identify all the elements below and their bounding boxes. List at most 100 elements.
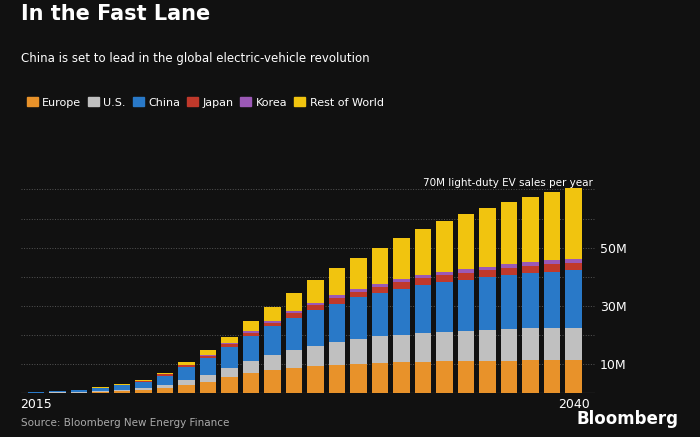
- Bar: [522, 273, 538, 328]
- Bar: [522, 266, 538, 273]
- Bar: [329, 342, 345, 365]
- Bar: [243, 333, 259, 336]
- Bar: [28, 392, 44, 393]
- Legend: Europe, U.S., China, Japan, Korea, Rest of World: Europe, U.S., China, Japan, Korea, Rest …: [27, 97, 384, 108]
- Bar: [480, 277, 496, 330]
- Bar: [265, 321, 281, 323]
- Bar: [501, 202, 517, 264]
- Bar: [393, 279, 410, 282]
- Bar: [566, 259, 582, 263]
- Bar: [544, 264, 560, 271]
- Bar: [50, 392, 66, 393]
- Bar: [265, 307, 281, 321]
- Bar: [329, 268, 345, 295]
- Bar: [329, 295, 345, 298]
- Bar: [351, 289, 367, 291]
- Bar: [544, 192, 560, 260]
- Bar: [544, 260, 560, 264]
- Bar: [351, 339, 367, 364]
- Bar: [372, 287, 388, 293]
- Bar: [544, 271, 560, 328]
- Bar: [393, 238, 410, 279]
- Bar: [393, 289, 410, 335]
- Bar: [307, 280, 323, 302]
- Bar: [458, 361, 474, 393]
- Bar: [329, 365, 345, 393]
- Bar: [221, 343, 237, 344]
- Bar: [157, 373, 173, 374]
- Bar: [286, 350, 302, 368]
- Bar: [458, 280, 474, 331]
- Bar: [351, 291, 367, 298]
- Bar: [243, 336, 259, 361]
- Bar: [221, 344, 237, 347]
- Bar: [178, 362, 195, 365]
- Bar: [480, 361, 496, 393]
- Bar: [114, 390, 130, 391]
- Bar: [200, 382, 216, 393]
- Bar: [265, 370, 281, 393]
- Bar: [243, 321, 259, 331]
- Bar: [544, 328, 560, 361]
- Bar: [415, 275, 431, 278]
- Text: In the Fast Lane: In the Fast Lane: [21, 4, 210, 24]
- Bar: [136, 380, 152, 381]
- Bar: [221, 336, 237, 343]
- Bar: [415, 278, 431, 285]
- Bar: [92, 391, 108, 392]
- Bar: [178, 380, 195, 385]
- Bar: [265, 326, 281, 355]
- Bar: [307, 305, 323, 310]
- Bar: [136, 381, 152, 382]
- Bar: [92, 388, 108, 391]
- Bar: [393, 362, 410, 393]
- Bar: [544, 361, 560, 393]
- Bar: [480, 330, 496, 361]
- Bar: [265, 355, 281, 370]
- Bar: [566, 328, 582, 361]
- Bar: [437, 275, 453, 282]
- Bar: [200, 354, 216, 356]
- Bar: [307, 366, 323, 393]
- Bar: [114, 385, 130, 390]
- Bar: [522, 328, 538, 361]
- Bar: [501, 264, 517, 268]
- Bar: [351, 364, 367, 393]
- Bar: [415, 361, 431, 393]
- Bar: [221, 377, 237, 393]
- Bar: [480, 270, 496, 277]
- Bar: [200, 358, 216, 375]
- Bar: [243, 361, 259, 373]
- Text: 70M light-duty EV sales per year: 70M light-duty EV sales per year: [423, 178, 593, 188]
- Bar: [351, 258, 367, 289]
- Bar: [71, 390, 87, 392]
- Bar: [136, 388, 152, 390]
- Bar: [286, 318, 302, 350]
- Bar: [437, 272, 453, 275]
- Bar: [501, 361, 517, 393]
- Bar: [393, 335, 410, 362]
- Bar: [415, 229, 431, 275]
- Bar: [351, 298, 367, 339]
- Bar: [458, 269, 474, 273]
- Bar: [372, 363, 388, 393]
- Bar: [136, 382, 152, 388]
- Bar: [178, 365, 195, 367]
- Bar: [243, 373, 259, 393]
- Bar: [329, 298, 345, 304]
- Bar: [522, 197, 538, 262]
- Bar: [522, 361, 538, 393]
- Bar: [372, 284, 388, 287]
- Bar: [200, 350, 216, 354]
- Bar: [157, 374, 173, 375]
- Bar: [92, 392, 108, 393]
- Bar: [566, 270, 582, 328]
- Bar: [566, 263, 582, 270]
- Bar: [286, 293, 302, 311]
- Bar: [522, 262, 538, 266]
- Bar: [307, 310, 323, 346]
- Bar: [221, 347, 237, 368]
- Bar: [501, 268, 517, 275]
- Bar: [157, 388, 173, 393]
- Bar: [329, 304, 345, 342]
